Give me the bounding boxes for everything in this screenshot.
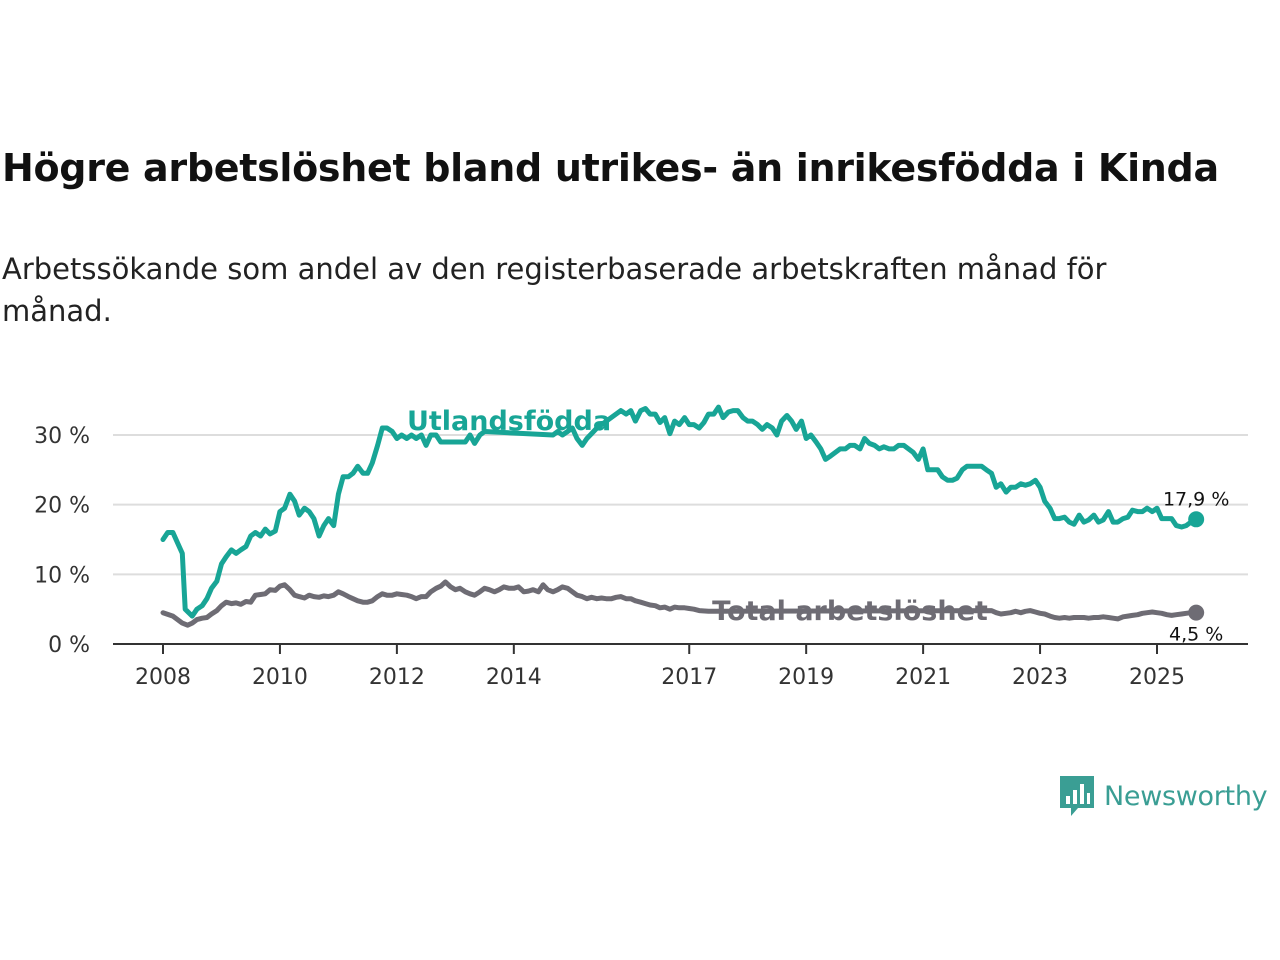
end-marker-utlandsf-dda bbox=[1188, 511, 1205, 528]
y-tick-label: 10 % bbox=[34, 563, 90, 588]
x-tick-label: 2008 bbox=[135, 665, 191, 690]
x-tick-label: 2017 bbox=[661, 665, 717, 690]
series-line-utlandsf-dda bbox=[160, 404, 1199, 619]
end-marker-total-arbetsl-shet bbox=[1188, 604, 1205, 621]
x-tick-label: 2012 bbox=[369, 665, 425, 690]
x-tick-label: 2023 bbox=[1012, 665, 1068, 690]
x-tick-label: 2014 bbox=[486, 665, 542, 690]
newsworthy-logo-text: Newsworthy bbox=[1104, 780, 1268, 812]
end-markers: 17,9 % 4,5 % bbox=[1163, 488, 1229, 645]
line-chart: 0 % 10 % 20 % 30 % 2008 2010 2012 2014 2017 2019… bbox=[34, 404, 1248, 690]
newsworthy-logo: Newsworthy bbox=[1058, 774, 1268, 818]
x-tick-label: 2010 bbox=[252, 665, 308, 690]
series-line-total-arbetsl-shet bbox=[160, 579, 1199, 628]
y-axis-ticks: 0 % 10 % 20 % 30 % bbox=[34, 424, 90, 658]
end-value-total: 4,5 % bbox=[1169, 624, 1223, 646]
y-tick-label: 30 % bbox=[34, 424, 90, 449]
series-label-utlandsfodda: Utlandsfödda bbox=[407, 406, 611, 437]
y-tick-label: 0 % bbox=[48, 633, 90, 658]
chart-subtitle: Arbetssökande som andel av den registerb… bbox=[2, 252, 1107, 328]
x-tick-label: 2025 bbox=[1129, 665, 1185, 690]
x-axis-ticks: 2008 2010 2012 2014 2017 2019 2021 2023 2025 bbox=[135, 644, 1185, 690]
series-lines bbox=[160, 404, 1199, 628]
end-value-utlandsfodda: 17,9 % bbox=[1163, 488, 1229, 510]
series-label-total: Total arbetslöshet bbox=[712, 596, 988, 627]
x-tick-label: 2021 bbox=[895, 665, 951, 690]
series-labels: Utlandsfödda Total arbetslöshet bbox=[407, 406, 988, 627]
x-tick-label: 2019 bbox=[778, 665, 834, 690]
chart-title: Högre arbetslöshet bland utrikes- än inr… bbox=[2, 146, 1219, 190]
grid-lines bbox=[113, 434, 1248, 576]
newsworthy-logo-icon bbox=[1060, 776, 1094, 816]
y-tick-label: 20 % bbox=[34, 494, 90, 519]
